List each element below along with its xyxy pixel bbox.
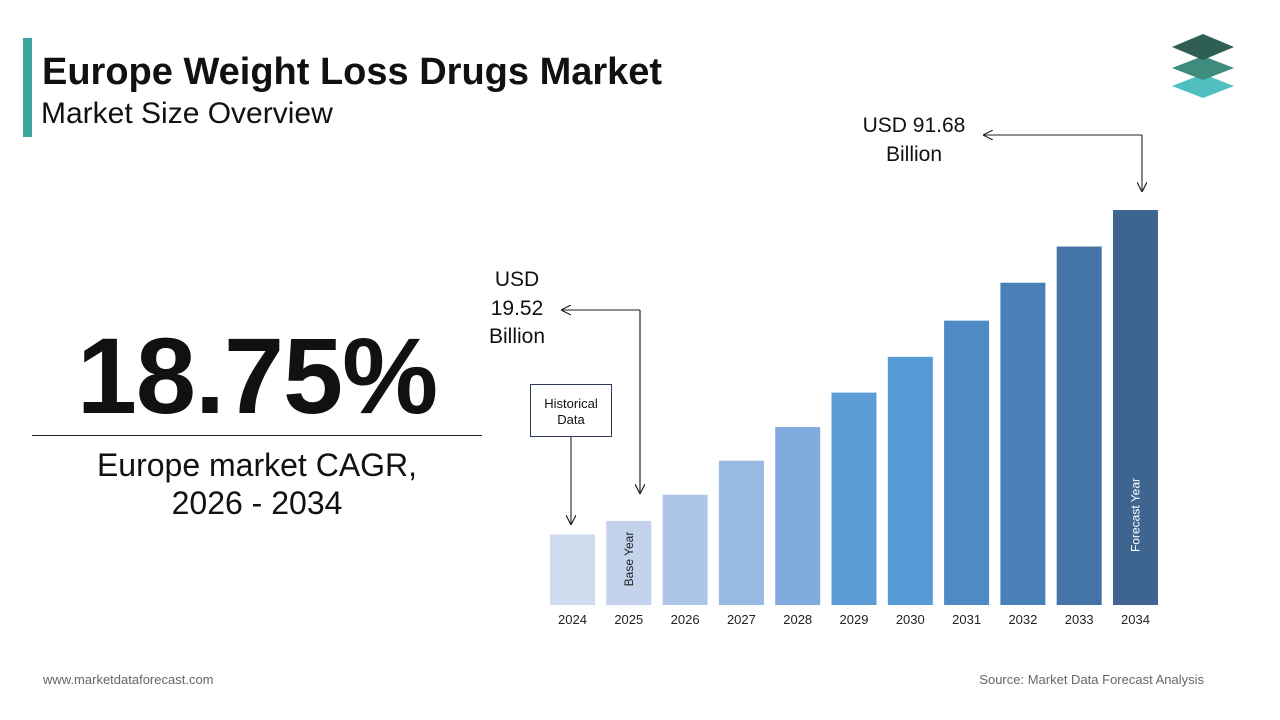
x-tick-label: 2024 xyxy=(558,612,587,627)
title-accent-bar xyxy=(23,38,32,137)
x-tick-label: 2033 xyxy=(1065,612,1094,627)
cagr-divider xyxy=(32,435,482,436)
bar-annotation-2034: Forecast Year xyxy=(1129,478,1143,552)
historical-data-box: Historical Data xyxy=(530,384,612,437)
cagr-label: Europe market CAGR, 2026 - 2034 xyxy=(96,447,418,521)
x-tick-label: 2029 xyxy=(840,612,869,627)
x-tick-label: 2031 xyxy=(952,612,981,627)
start-value-callout: USD 19.52 Billion xyxy=(488,268,546,348)
page-title: Europe Weight Loss Drugs Market xyxy=(42,51,663,93)
website-url[interactable]: www.marketdataforecast.com xyxy=(43,672,214,687)
x-tick-label: 2028 xyxy=(783,612,812,627)
end-value-callout: USD 91.68 Billion xyxy=(862,114,966,166)
bar-2030 xyxy=(887,356,933,605)
cagr-value: 18.75% xyxy=(76,315,438,436)
layers-icon xyxy=(1172,34,1234,98)
x-tick-label: 2027 xyxy=(727,612,756,627)
x-tick-label: 2034 xyxy=(1121,612,1150,627)
bar-annotation-2025: Base Year xyxy=(622,532,636,587)
x-tick-label: 2025 xyxy=(614,612,643,627)
bar-2034 xyxy=(1113,210,1158,605)
bar-2031 xyxy=(944,320,990,605)
page-subtitle: Market Size Overview xyxy=(41,97,333,130)
x-tick-label: 2026 xyxy=(671,612,700,627)
x-tick-label: 2032 xyxy=(1008,612,1037,627)
bar-2027 xyxy=(718,460,764,605)
source-note: Source: Market Data Forecast Analysis xyxy=(979,672,1204,687)
x-tick-label: 2030 xyxy=(896,612,925,627)
bar-2033 xyxy=(1056,246,1102,606)
bar-2026 xyxy=(662,494,708,605)
bar-2029 xyxy=(831,392,877,605)
bar-2028 xyxy=(775,427,821,605)
bar-2024 xyxy=(550,534,595,605)
bar-2025 xyxy=(606,520,652,605)
bar-2032 xyxy=(1000,282,1046,605)
